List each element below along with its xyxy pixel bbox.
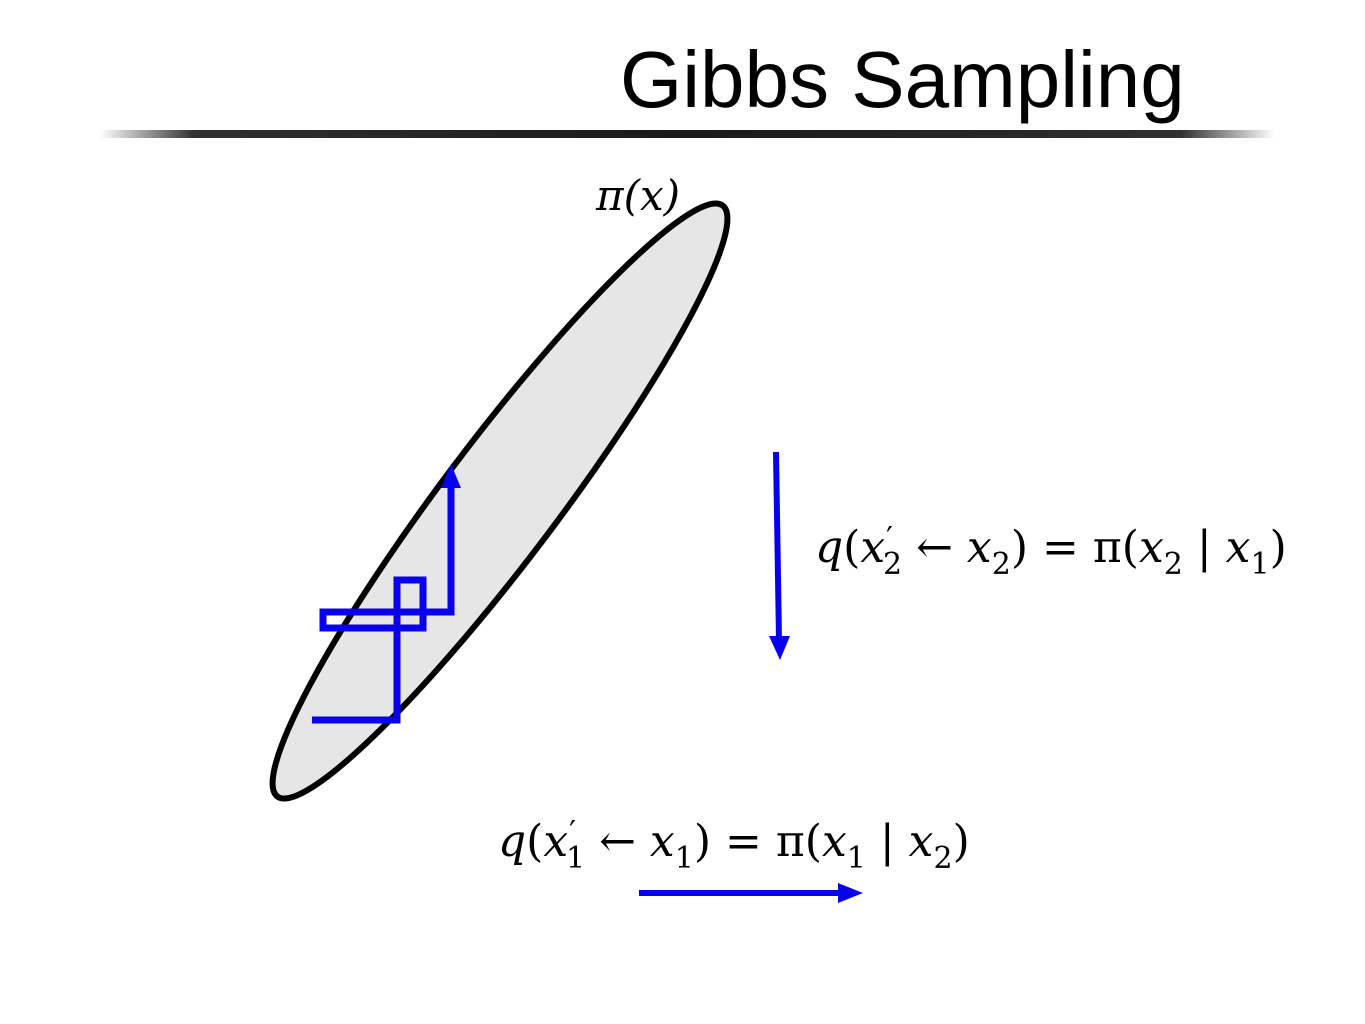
vertical-update-arrow	[773, 451, 782, 641]
sampling-path	[312, 478, 455, 724]
vertical-arrowhead	[769, 636, 790, 660]
distribution-ellipse	[269, 200, 731, 802]
slide-title: Gibbs Sampling	[620, 35, 1185, 124]
distribution-label: π(x)	[595, 171, 680, 220]
title-underline	[100, 130, 1275, 138]
horizontal-arrowhead	[838, 883, 863, 903]
vertical-update-equation: q(x′ 2 ← x2) = π(x2 | x1)	[815, 521, 1287, 582]
path-arrowhead	[441, 464, 461, 488]
horizontal-update-equation: q(x′ 1 ← x1) = π(x1 | x2)	[498, 815, 970, 876]
